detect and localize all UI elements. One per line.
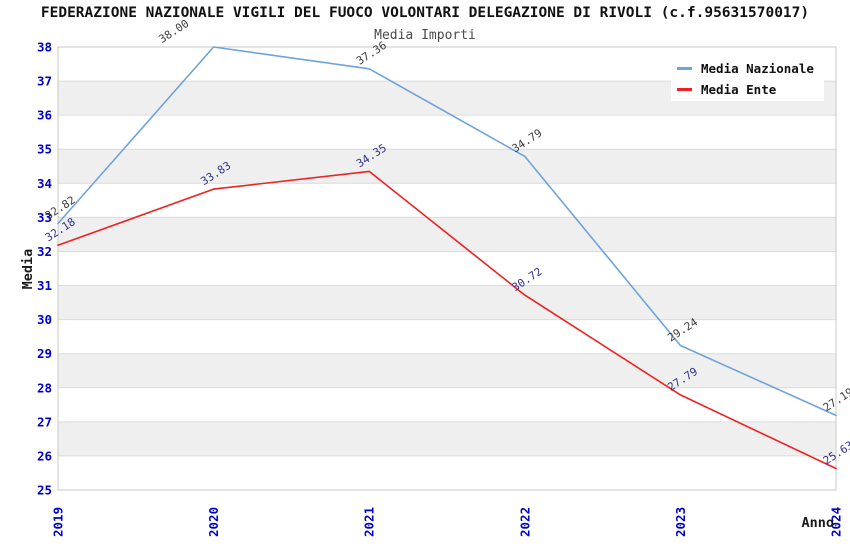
data-point-label: 37.36 xyxy=(354,39,389,68)
series-line xyxy=(57,170,837,470)
legend-swatch-ente xyxy=(677,88,692,91)
y-tick-label: 35 xyxy=(37,142,52,157)
y-tick-label: 37 xyxy=(37,74,52,89)
chart-title: FEDERAZIONE NAZIONALE VIGILI DEL FUOCO V… xyxy=(40,5,810,21)
legend: Media Nazionale Media Ente xyxy=(671,57,824,101)
y-tick-label: 27 xyxy=(37,414,52,429)
plot-border xyxy=(57,46,837,491)
x-tick-label: 2019 xyxy=(51,507,66,537)
grid-band xyxy=(58,353,836,388)
y-tick-label: 31 xyxy=(37,278,52,293)
x-axis-title: Anno xyxy=(801,515,834,531)
grid-band xyxy=(58,421,836,456)
legend-label-ente: Media Ente xyxy=(701,82,777,97)
y-axis-title: Media xyxy=(20,248,36,290)
legend-item-nazionale: Media Nazionale xyxy=(677,60,814,77)
x-tick-label: 2023 xyxy=(673,507,688,537)
y-tick-label: 38 xyxy=(37,40,52,55)
y-tick-label: 25 xyxy=(37,483,52,498)
y-tick-label: 26 xyxy=(37,448,52,463)
series-line xyxy=(57,46,837,417)
grid-band xyxy=(58,217,836,252)
y-tick-label: 30 xyxy=(37,312,52,327)
x-tick-label: 2020 xyxy=(206,507,221,537)
grid-band xyxy=(58,285,836,320)
grid-band xyxy=(58,149,836,184)
legend-item-ente: Media Ente xyxy=(677,81,814,98)
legend-swatch-nazionale xyxy=(677,67,692,70)
y-tick-label: 33 xyxy=(37,210,52,225)
x-tick-label: 2024 xyxy=(829,507,844,537)
y-tick-label: 28 xyxy=(37,380,52,395)
y-tick-label: 29 xyxy=(37,346,52,361)
y-tick-label: 32 xyxy=(37,244,52,259)
legend-label-nazionale: Media Nazionale xyxy=(701,61,814,76)
x-tick-label: 2022 xyxy=(517,507,532,537)
y-tick-label: 36 xyxy=(37,108,52,123)
data-point-label: 27.19 xyxy=(821,385,850,414)
x-tick-label: 2021 xyxy=(362,507,377,537)
chart-subtitle: Media Importi xyxy=(374,28,476,43)
y-tick-label: 34 xyxy=(37,176,52,191)
